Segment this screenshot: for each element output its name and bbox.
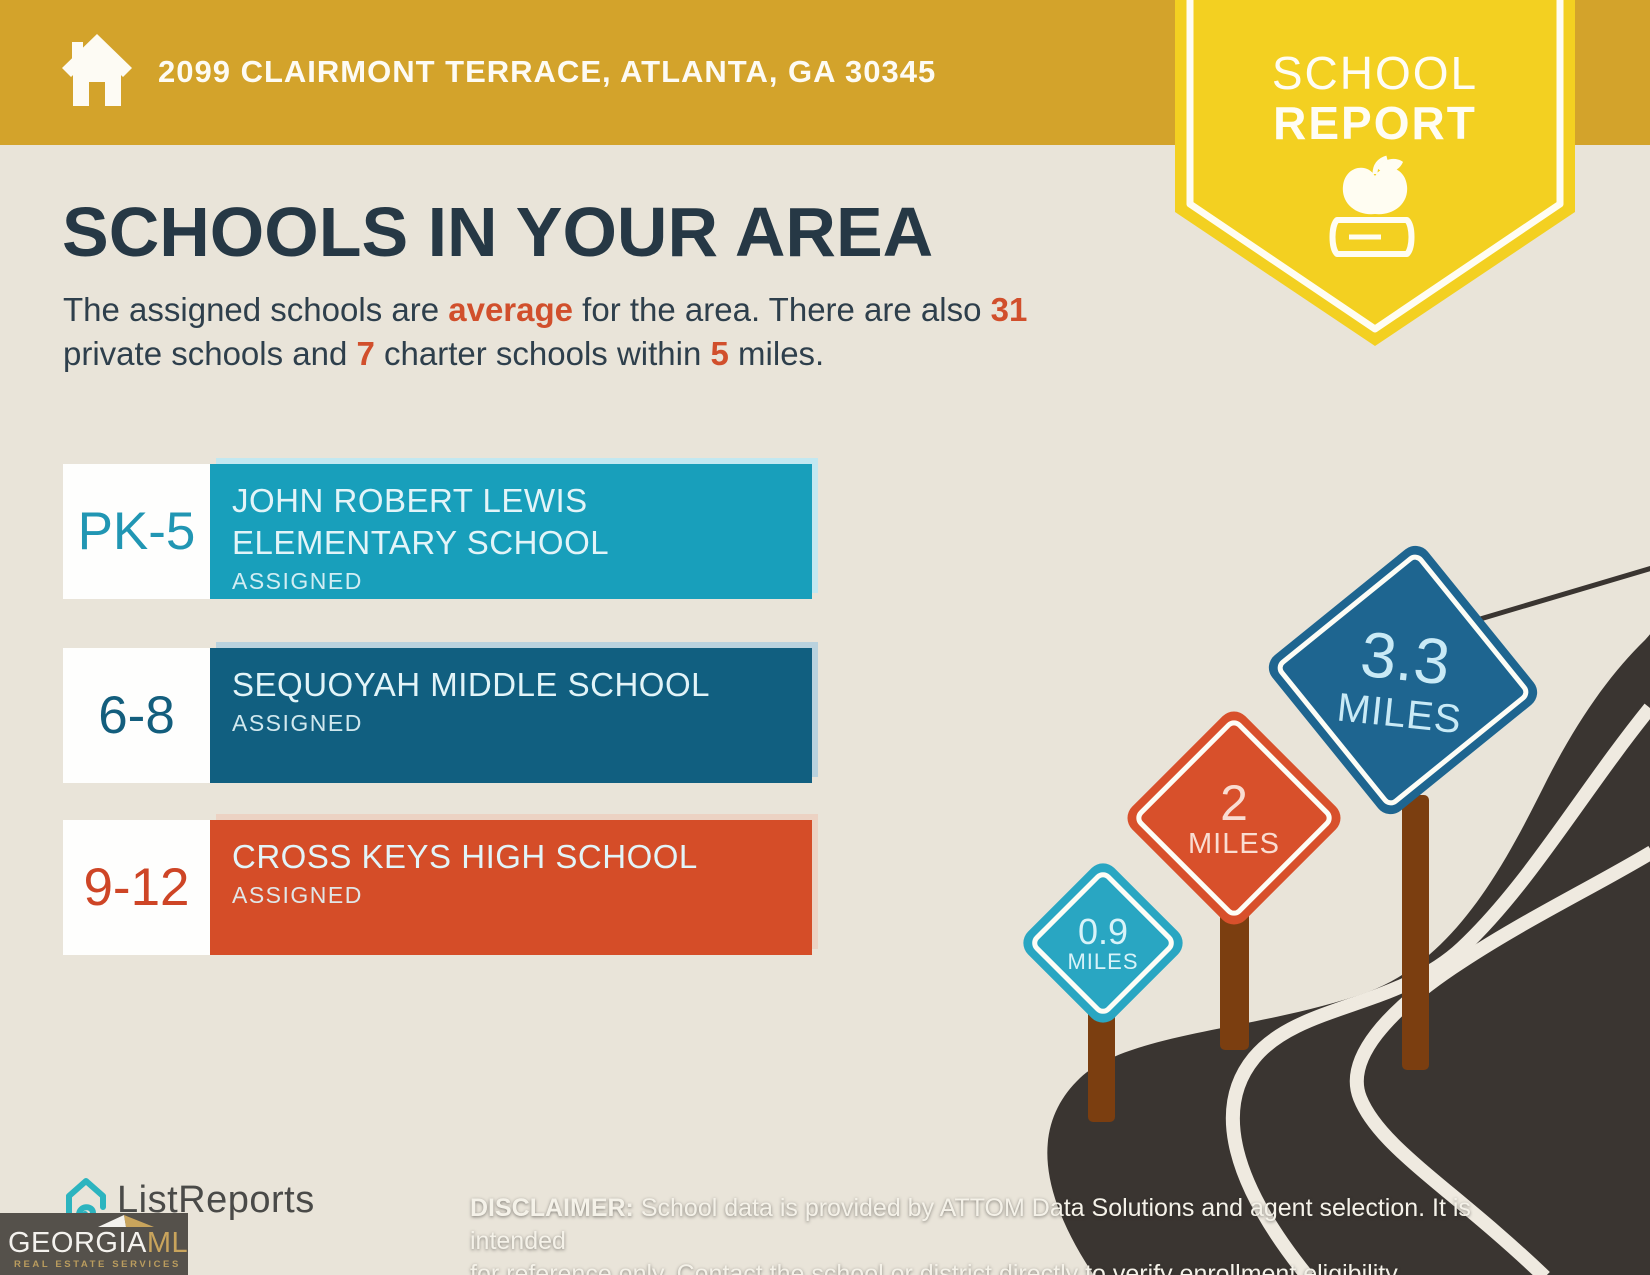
subtitle-seg-0: The assigned schools are (63, 291, 449, 328)
sign-wire-line (1459, 565, 1650, 628)
mls-word-mls: MLS (146, 1227, 188, 1259)
page-subtitle: The assigned schools are average for the… (63, 288, 1103, 376)
lane-line-left (1225, 703, 1650, 1275)
subtitle-seg-1: average (448, 291, 573, 328)
school-row-middle: 6-8 SEQUOYAH MIDDLE SCHOOL ASSIGNED (63, 648, 812, 783)
school-row-elementary: PK-5 JOHN ROBERT LEWIS ELEMENTARY SCHOOL… (63, 464, 812, 599)
distance-sign-0-9-miles: 0.9 MILES (1016, 856, 1190, 1030)
grade-range-label: 6-8 (98, 686, 175, 745)
mls-mountain-icon (96, 1214, 156, 1233)
school-bar: JOHN ROBERT LEWIS ELEMENTARY SCHOOL ASSI… (210, 464, 812, 599)
subtitle-seg-7: 5 (710, 335, 729, 372)
school-name: CROSS KEYS HIGH SCHOOL (232, 838, 698, 875)
disclaimer-line2: for reference only. Contact the school o… (470, 1260, 1403, 1275)
page-title: SCHOOLS IN YOUR AREA (62, 193, 934, 271)
grade-range-label: 9-12 (83, 858, 190, 917)
grade-range-box: 6-8 (63, 648, 210, 783)
school-status-badge: ASSIGNED (232, 710, 363, 736)
lane-line-right (1349, 845, 1650, 1275)
school-bar: CROSS KEYS HIGH SCHOOL ASSIGNED (210, 820, 812, 955)
road-surface (1047, 634, 1650, 1275)
georgia-mls-logo: GEORGIAMLS REAL ESTATE SERVICES (0, 1213, 188, 1275)
mls-word-georgia: GEORGIA (8, 1227, 147, 1259)
subtitle-seg-2: for the area. There are also (573, 291, 991, 328)
badge-title-line2: REPORT (1273, 97, 1477, 149)
subtitle-seg-8: miles. (728, 335, 825, 372)
school-status-badge: ASSIGNED (232, 568, 363, 594)
sign-post (1402, 795, 1429, 1070)
disclaimer-text: DISCLAIMER: School data is provided by A… (470, 1192, 1480, 1275)
school-bar: SEQUOYAH MIDDLE SCHOOL ASSIGNED (210, 648, 812, 783)
mls-wordmark: GEORGIAMLS (8, 1227, 188, 1260)
school-report-badge: SCHOOL REPORT (1175, 0, 1575, 352)
distance-sign-2-miles: 2 MILES (1120, 704, 1348, 932)
school-row-high: 9-12 CROSS KEYS HIGH SCHOOL ASSIGNED (63, 820, 812, 955)
sign-distance-unit: MILES (1067, 949, 1139, 975)
subtitle-seg-3: 31 (990, 291, 1028, 328)
subtitle-seg-4: private schools and (63, 335, 357, 372)
home-icon (60, 32, 134, 113)
badge-title-line1: SCHOOL (1271, 47, 1479, 99)
disclaimer-label: DISCLAIMER: (470, 1194, 634, 1222)
grade-range-label: PK-5 (77, 502, 196, 561)
subtitle-seg-6: charter schools within (374, 335, 711, 372)
mls-tagline: REAL ESTATE SERVICES (14, 1259, 181, 1270)
distance-sign-3-3-miles: 3.3 MILES (1262, 539, 1544, 821)
sign-distance-value: 2 (1220, 774, 1248, 831)
grade-range-box: PK-5 (63, 464, 210, 599)
property-address: 2099 CLAIRMONT TERRACE, ATLANTA, GA 3034… (158, 54, 937, 89)
school-status-badge: ASSIGNED (232, 882, 363, 908)
sign-distance-value: 3.3 (1357, 618, 1454, 699)
subtitle-seg-5: 7 (356, 335, 375, 372)
school-name: JOHN ROBERT LEWIS ELEMENTARY SCHOOL (232, 482, 610, 561)
sign-distance-unit: MILES (1187, 828, 1281, 861)
disclaimer-line1: School data is provided by ATTOM Data So… (470, 1194, 1471, 1255)
grade-range-box: 9-12 (63, 820, 210, 955)
school-name: SEQUOYAH MIDDLE SCHOOL (232, 666, 710, 703)
sign-distance-value: 0.9 (1077, 910, 1129, 952)
